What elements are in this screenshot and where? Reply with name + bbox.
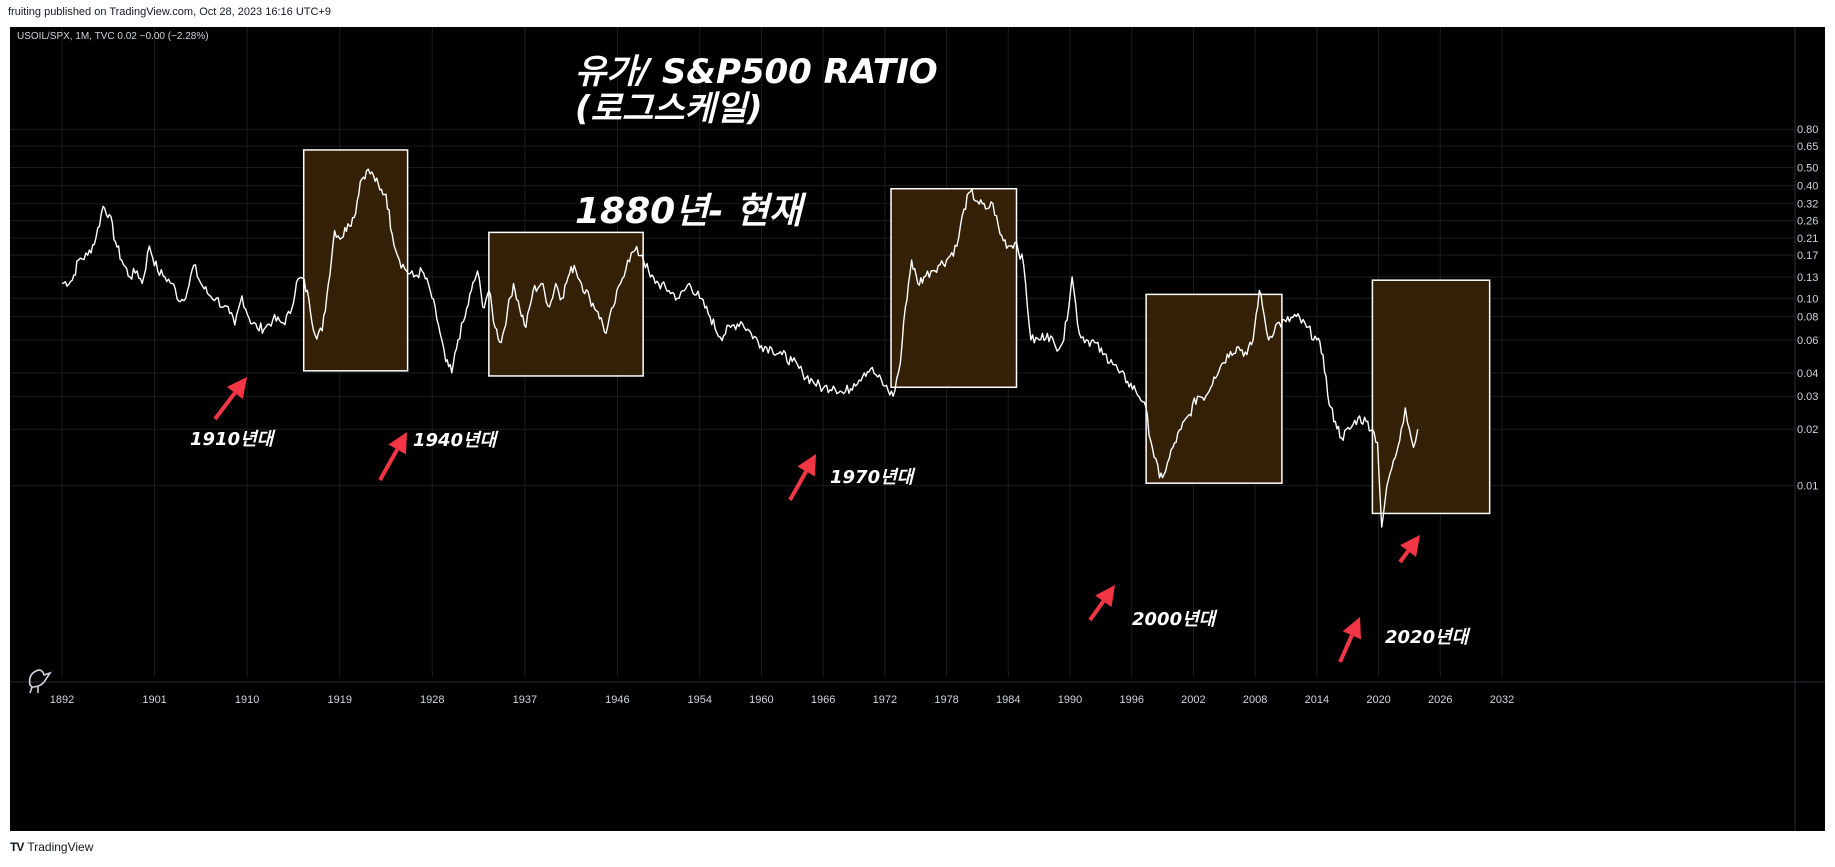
chart-title-line1: 유가/ S&P500 RATIO — [575, 52, 938, 92]
x-tick-label: 2014 — [1305, 694, 1329, 706]
y-tick-label: 0.50 — [1797, 162, 1818, 174]
y-axis: 0.80 0.65 0.50 0.40 0.32 0.26 0.21 0.17 0.13 0.10… — [1794, 27, 1818, 831]
x-tick-label: 1892 — [50, 694, 74, 706]
period-text: 1880년- 현재 — [575, 191, 807, 232]
series — [61, 168, 1419, 528]
y-tick-label: 0.03 — [1797, 391, 1818, 403]
arrow-shaft — [378, 448, 399, 481]
y-tick-label: 0.04 — [1797, 368, 1818, 380]
y-tick-label: 0.08 — [1797, 311, 1818, 323]
arrow-shaft — [213, 391, 237, 421]
highlight-box — [302, 149, 409, 372]
x-tick-label: 2002 — [1181, 694, 1205, 706]
arrows — [213, 377, 1420, 663]
x-tick-label: 1978 — [934, 694, 958, 706]
y-tick-label: 0.65 — [1797, 141, 1818, 153]
series-line — [61, 168, 1419, 528]
chart-svg[interactable]: 0.80 0.65 0.50 0.40 0.32 0.26 0.21 0.17 0.13 0.10… — [10, 27, 1825, 831]
x-tick-label: 1984 — [996, 694, 1020, 706]
chart-title-line2: (로그스케일) — [575, 89, 762, 129]
period-label: 1970년대 — [830, 467, 916, 488]
arrow-shaft — [1088, 600, 1106, 622]
y-tick-label: 0.02 — [1797, 424, 1818, 436]
highlight-box — [890, 187, 1018, 389]
x-tick-label: 1946 — [605, 694, 629, 706]
highlight-box — [488, 231, 644, 377]
y-tick-label: 0.06 — [1797, 335, 1818, 347]
y-tick-label: 0.01 — [1797, 481, 1818, 493]
arrow-head — [388, 432, 407, 455]
period-label: 2020년대 — [1385, 627, 1471, 648]
arrow-head — [226, 377, 247, 399]
y-tick-label: 0.10 — [1797, 293, 1818, 305]
x-tick-label: 1937 — [513, 694, 537, 706]
highlight-boxes — [302, 149, 1491, 515]
y-tick-label: 0.26 — [1797, 216, 1818, 228]
footer-brand: TradingView — [27, 840, 94, 854]
y-tick-label: 0.21 — [1797, 233, 1818, 245]
y-tick-label: 0.80 — [1797, 124, 1818, 136]
period-label: 1910년대 — [190, 429, 276, 450]
x-tick-label: 1919 — [327, 694, 351, 706]
x-tick-label: 2020 — [1366, 694, 1390, 706]
arrow-head — [1400, 535, 1420, 558]
x-tick-label: 1996 — [1119, 694, 1143, 706]
x-tick-label: 2032 — [1490, 694, 1514, 706]
footer: TV TradingView — [10, 840, 93, 854]
publish-info: fruiting published on TradingView.com, O… — [8, 6, 331, 18]
period-labels: 1910년대 1940년대 1970년대 2000년대 2020년대 — [190, 429, 1471, 648]
x-tick-label: 1901 — [142, 694, 166, 706]
x-tick-label: 1954 — [687, 694, 711, 706]
period-label: 1940년대 — [413, 430, 499, 451]
tv-dino-icon[interactable] — [28, 669, 52, 694]
x-tick-label: 1972 — [873, 694, 897, 706]
y-tick-label: 0.17 — [1797, 250, 1818, 262]
x-tick-label: 1960 — [749, 694, 773, 706]
highlight-box — [1371, 279, 1491, 515]
tradingview-logo-icon: TV — [10, 840, 24, 854]
arrow-head — [1342, 617, 1362, 640]
y-tick-label: 0.40 — [1797, 181, 1818, 193]
symbol-legend: USOIL/SPX, 1M, TVC 0.02 −0.00 (−2.28%) — [17, 31, 209, 42]
arrow-shaft — [1398, 549, 1410, 564]
y-tick-label: 0.13 — [1797, 272, 1818, 284]
arrow-head — [797, 454, 816, 477]
x-axis: 1892 1901 1910 1919 1928 1937 1946 1954 1960 1966… — [10, 681, 1825, 706]
x-tick-label: 2008 — [1243, 694, 1267, 706]
chart-area[interactable]: 0.80 0.65 0.50 0.40 0.32 0.26 0.21 0.17 0.13 0.10… — [10, 27, 1825, 831]
x-tick-label: 1990 — [1058, 694, 1082, 706]
x-tick-label: 1928 — [420, 694, 444, 706]
y-tick-label: 0.32 — [1797, 199, 1818, 211]
highlight-box — [1145, 293, 1283, 484]
arrow-head — [1095, 585, 1115, 608]
arrow-shaft — [1338, 634, 1354, 663]
arrow-shaft — [788, 470, 808, 501]
period-label: 2000년대 — [1132, 609, 1218, 630]
x-tick-label: 2026 — [1428, 694, 1452, 706]
x-tick-label: 1966 — [811, 694, 835, 706]
x-tick-label: 1910 — [235, 694, 259, 706]
